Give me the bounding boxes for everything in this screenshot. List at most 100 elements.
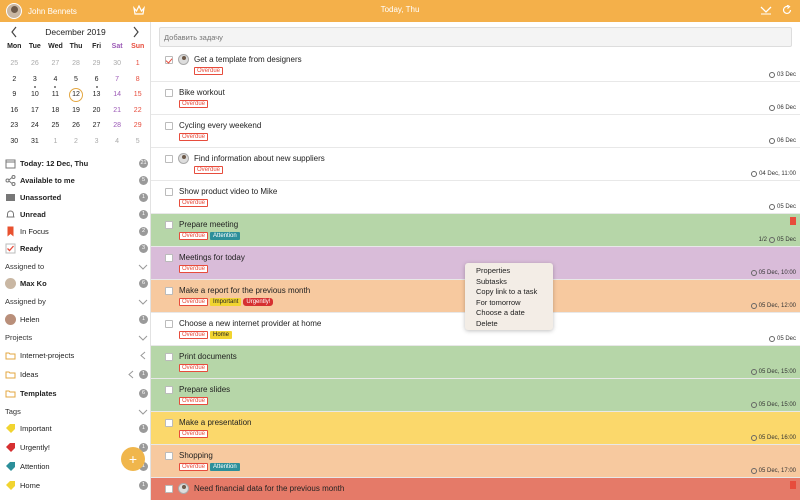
chevron-right-icon[interactable] bbox=[132, 26, 140, 38]
calendar-day[interactable]: 13 bbox=[86, 88, 107, 104]
calendar-day[interactable]: 27 bbox=[45, 57, 66, 73]
calendar-day[interactable]: 9 bbox=[4, 88, 25, 104]
calendar-day[interactable]: 31 bbox=[25, 135, 46, 151]
menu-item-delete[interactable]: Delete bbox=[476, 318, 498, 328]
task-checkbox[interactable] bbox=[165, 452, 173, 460]
calendar-day[interactable]: 17 bbox=[25, 104, 46, 120]
calendar-day[interactable]: 28 bbox=[107, 119, 128, 135]
calendar-day[interactable]: 15 bbox=[127, 88, 148, 104]
task-row[interactable]: Make a presentation Overdue 05 Dec, 16:00 bbox=[151, 412, 800, 445]
calendar-day[interactable]: 12 bbox=[66, 88, 87, 104]
chevron-down-icon[interactable] bbox=[138, 335, 148, 341]
calendar-day[interactable]: 19 bbox=[66, 104, 87, 120]
add-task-button[interactable]: + bbox=[121, 447, 145, 471]
chevron-left-icon[interactable] bbox=[128, 370, 134, 379]
menu-item-for-tomorrow[interactable]: For tomorrow bbox=[476, 297, 521, 307]
task-checkbox[interactable] bbox=[165, 386, 173, 394]
focus-flag-icon[interactable] bbox=[790, 217, 796, 225]
calendar-day[interactable]: 4 bbox=[45, 73, 66, 89]
task-checkbox[interactable] bbox=[165, 155, 173, 163]
calendar-day[interactable]: 25 bbox=[4, 57, 25, 73]
sidebar-item-in-focus[interactable]: In Focus 2 bbox=[0, 223, 151, 240]
calendar-day[interactable]: 6 bbox=[86, 73, 107, 89]
sidebar-item-tag-important[interactable]: Important 1 bbox=[0, 420, 151, 437]
sidebar-item-tag-urgently[interactable]: Urgently! 1 bbox=[0, 439, 151, 456]
task-checkbox[interactable] bbox=[165, 89, 173, 97]
crown-icon[interactable] bbox=[133, 5, 145, 15]
task-checkbox[interactable] bbox=[165, 122, 173, 130]
task-checkbox[interactable] bbox=[165, 287, 173, 295]
add-task-input[interactable] bbox=[160, 28, 791, 46]
calendar-day[interactable]: 22 bbox=[127, 104, 148, 120]
calendar-day[interactable]: 23 bbox=[4, 119, 25, 135]
sidebar-item-ready[interactable]: Ready 3 bbox=[0, 240, 151, 257]
task-row[interactable]: Prepare meeting Overdue Attention 1/2 05 Dec bbox=[151, 214, 800, 247]
task-checkbox[interactable] bbox=[165, 56, 173, 64]
task-checkbox[interactable] bbox=[165, 419, 173, 427]
sidebar-item-ideas[interactable]: Ideas 1 bbox=[0, 366, 151, 383]
task-row[interactable]: Find information about new suppliers Over… bbox=[151, 148, 800, 181]
chevron-down-icon[interactable] bbox=[138, 299, 148, 305]
chevron-left-icon[interactable] bbox=[140, 351, 146, 360]
sidebar-item-max-ko[interactable]: Max Ko 6 bbox=[0, 275, 151, 292]
task-checkbox[interactable] bbox=[165, 188, 173, 196]
task-checkbox[interactable] bbox=[165, 221, 173, 229]
menu-item-properties[interactable]: Properties bbox=[476, 266, 511, 275]
sidebar-item-templates[interactable]: Templates 6 bbox=[0, 385, 151, 402]
calendar-day[interactable]: 8 bbox=[127, 73, 148, 89]
calendar-day[interactable]: 11 bbox=[45, 88, 66, 104]
calendar-day[interactable]: 29 bbox=[127, 119, 148, 135]
task-row[interactable]: Need financial data for the previous mon… bbox=[151, 478, 800, 500]
calendar-day[interactable]: 5 bbox=[66, 73, 87, 89]
task-checkbox[interactable] bbox=[165, 254, 173, 262]
calendar-day[interactable]: 3 bbox=[25, 73, 46, 89]
calendar-day[interactable]: 5 bbox=[127, 135, 148, 151]
chevron-down-icon[interactable] bbox=[138, 264, 148, 270]
calendar-day[interactable]: 21 bbox=[107, 104, 128, 120]
calendar-day[interactable]: 26 bbox=[25, 57, 46, 73]
sidebar-item-available[interactable]: Available to me 5 bbox=[0, 172, 151, 189]
task-checkbox[interactable] bbox=[165, 485, 173, 493]
task-row[interactable]: Show product video to Mike Overdue 05 Dec bbox=[151, 181, 800, 214]
calendar-day[interactable]: 4 bbox=[107, 135, 128, 151]
calendar-day[interactable]: 29 bbox=[86, 57, 107, 73]
add-task-box[interactable] bbox=[159, 27, 792, 47]
chevron-down-icon[interactable] bbox=[760, 5, 772, 15]
calendar-day[interactable]: 28 bbox=[66, 57, 87, 73]
task-checkbox[interactable] bbox=[165, 353, 173, 361]
calendar-day[interactable]: 1 bbox=[127, 57, 148, 73]
chevron-left-icon[interactable] bbox=[10, 26, 18, 38]
calendar-day[interactable]: 18 bbox=[45, 104, 66, 120]
menu-item-copy-link[interactable]: Copy link to a task bbox=[476, 287, 538, 296]
calendar-day[interactable]: 27 bbox=[86, 119, 107, 135]
task-row[interactable]: Shopping Overdue Attention 05 Dec, 17:00 bbox=[151, 445, 800, 478]
sidebar-item-unread[interactable]: Unread 1 bbox=[0, 206, 151, 223]
sidebar-item-today[interactable]: Today: 12 Dec, Thu 21 bbox=[0, 155, 151, 172]
task-row[interactable]: Prepare slides Overdue 05 Dec, 15:00 bbox=[151, 379, 800, 412]
calendar-day[interactable]: 1 bbox=[45, 135, 66, 151]
refresh-icon[interactable] bbox=[782, 5, 792, 15]
calendar-day[interactable]: 30 bbox=[4, 135, 25, 151]
sidebar-item-unassorted[interactable]: Unassorted 1 bbox=[0, 189, 151, 206]
user-profile[interactable]: John Bennets bbox=[6, 3, 77, 19]
menu-item-subtasks[interactable]: Subtasks bbox=[476, 276, 507, 286]
calendar-day[interactable]: 10 bbox=[25, 88, 46, 104]
sidebar-item-tag-attention[interactable]: Attention 1 bbox=[0, 458, 151, 475]
chevron-down-icon[interactable] bbox=[138, 409, 148, 415]
calendar-day[interactable]: 20 bbox=[86, 104, 107, 120]
focus-flag-icon[interactable] bbox=[790, 481, 796, 489]
calendar-day[interactable]: 30 bbox=[107, 57, 128, 73]
calendar-day[interactable]: 2 bbox=[66, 135, 87, 151]
calendar-day[interactable]: 3 bbox=[86, 135, 107, 151]
calendar-day[interactable]: 24 bbox=[25, 119, 46, 135]
task-row[interactable]: Bike workout Overdue 06 Dec bbox=[151, 82, 800, 115]
calendar-day[interactable]: 25 bbox=[45, 119, 66, 135]
task-row[interactable]: Get a template from designers Overdue 03 D… bbox=[151, 49, 800, 82]
calendar-day[interactable]: 14 bbox=[107, 88, 128, 104]
sidebar-item-helen[interactable]: Helen 1 bbox=[0, 311, 151, 328]
task-checkbox[interactable] bbox=[165, 320, 173, 328]
sidebar-item-internet-projects[interactable]: Internet-projects bbox=[0, 347, 151, 364]
task-row[interactable]: Print documents Overdue 05 Dec, 15:00 bbox=[151, 346, 800, 379]
calendar-day[interactable]: 2 bbox=[4, 73, 25, 89]
calendar-day[interactable]: 26 bbox=[66, 119, 87, 135]
